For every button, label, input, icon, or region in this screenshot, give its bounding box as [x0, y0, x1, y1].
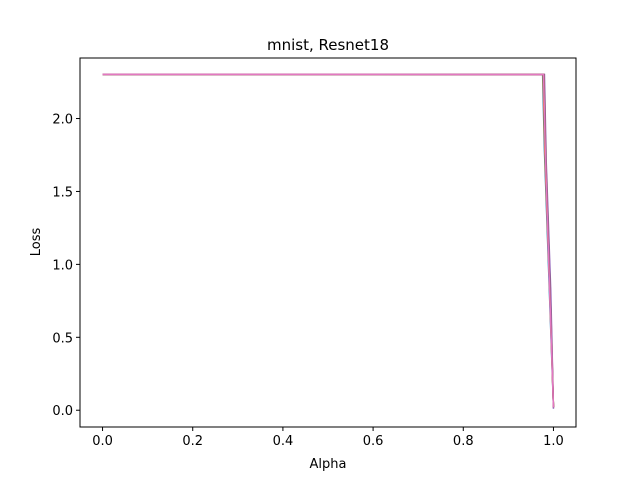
chart-title: mnist, Resnet18	[267, 36, 389, 54]
y-tick-label: 1.5	[52, 185, 73, 200]
x-axis: 0.0 0.2 0.4 0.6 0.8 1.0	[92, 427, 564, 449]
x-tick-label: 1.0	[543, 434, 564, 449]
y-axis: 0.0 0.5 1.0 1.5 2.0	[52, 113, 80, 419]
y-tick-label: 1.0	[52, 258, 73, 273]
series-line-7	[102, 73, 555, 408]
x-tick-label: 0.4	[273, 434, 294, 449]
y-tick-label: 2.0	[52, 113, 73, 128]
y-tick-label: 0.5	[52, 331, 73, 346]
x-tick-label: 0.6	[363, 434, 384, 449]
series-layer	[102, 73, 555, 409]
x-tick-label: 0.0	[92, 434, 113, 449]
x-tick-label: 0.2	[182, 434, 203, 449]
y-axis-label: Loss	[29, 228, 44, 257]
plot-frame	[79, 57, 577, 428]
x-axis-label: Alpha	[310, 457, 347, 472]
x-tick-label: 0.8	[453, 434, 474, 449]
y-tick-label: 0.0	[52, 404, 73, 419]
